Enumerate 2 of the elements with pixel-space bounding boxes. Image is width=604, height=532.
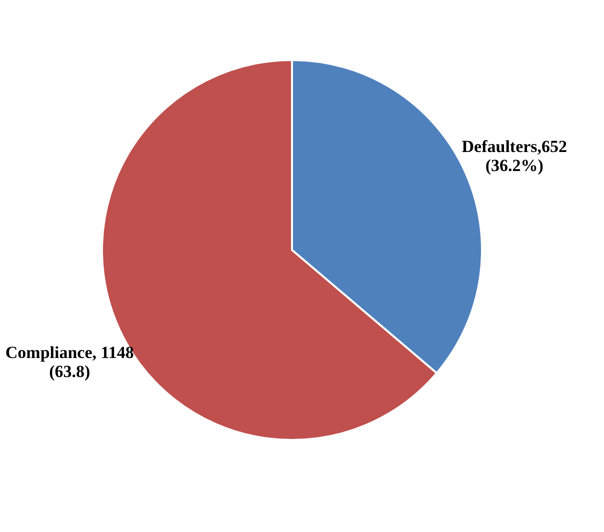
slice-label: Defaulters,652 (36.2%) — [462, 137, 568, 176]
slice-label: Compliance, 1148 (63.8) — [5, 342, 134, 381]
